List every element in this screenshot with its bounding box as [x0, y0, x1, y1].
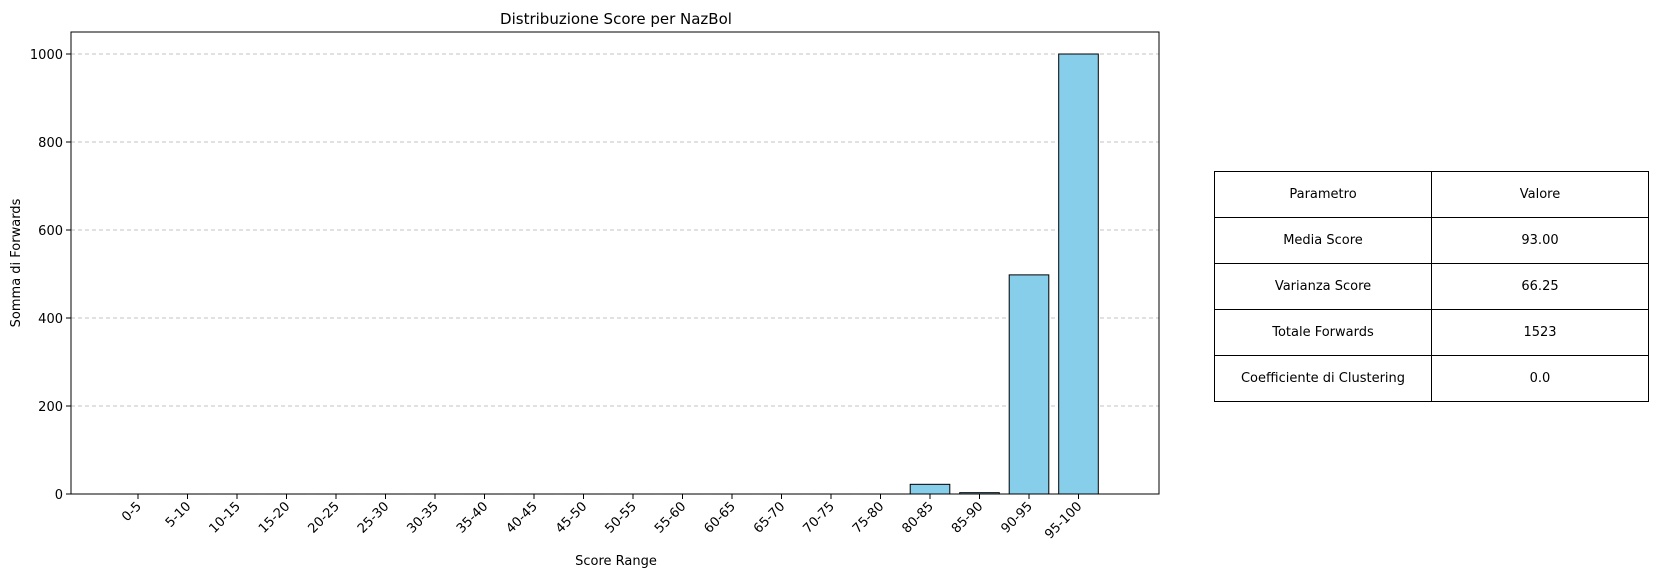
table-header-cell: Parametro — [1214, 171, 1432, 218]
y-axis-ticks: 0 200 400 600 800 1000 — [30, 48, 71, 503]
table-row: Varianza Score 66.25 — [1214, 263, 1649, 310]
table-cell-value: 0.0 — [1431, 355, 1649, 402]
y-tick-label: 800 — [38, 136, 63, 151]
bar — [1008, 274, 1050, 495]
x-tick-label: 5-10 — [163, 499, 194, 530]
table-row: Media Score 93.00 — [1214, 217, 1649, 264]
table-cell-value: 1523 — [1431, 309, 1649, 356]
chart-title: Distribuzione Score per NazBol — [500, 10, 732, 28]
x-tick-label: 95-100 — [1042, 499, 1085, 542]
x-tick-label: 25-30 — [355, 499, 392, 536]
x-tick-label: 45-50 — [553, 499, 590, 536]
table-row: Totale Forwards 1523 — [1214, 309, 1649, 356]
y-tick-label: 600 — [38, 224, 63, 239]
x-tick-label: 55-60 — [652, 499, 689, 536]
x-tick-label: 80-85 — [900, 499, 937, 536]
table-cell-parameter: Coefficiente di Clustering — [1214, 355, 1432, 402]
x-axis-ticks: 0-5 5-10 10-15 15-20 20-25 25-30 30-35 35-40 40-… — [119, 494, 1085, 542]
table-cell-value: 66.25 — [1431, 263, 1649, 310]
table-cell-parameter: Varianza Score — [1214, 263, 1432, 310]
x-tick-label: 20-25 — [306, 499, 343, 536]
x-tick-label: 85-90 — [949, 499, 986, 536]
x-tick-label: 0-5 — [119, 499, 145, 525]
x-tick-label: 75-80 — [850, 499, 887, 536]
table-header-cell: Valore — [1431, 171, 1649, 218]
table-cell-parameter: Totale Forwards — [1214, 309, 1432, 356]
table-cell-parameter: Media Score — [1214, 217, 1432, 264]
table-header-row: Parametro Valore — [1214, 171, 1649, 218]
x-tick-label: 70-75 — [801, 499, 838, 536]
grid-lines — [71, 53, 1159, 407]
y-tick-label: 200 — [38, 400, 63, 415]
y-axis-label: Somma di Forwards — [9, 198, 24, 327]
y-tick-label: 1000 — [30, 48, 63, 63]
x-tick-label: 90-95 — [999, 499, 1036, 536]
table-row: Coefficiente di Clustering 0.0 — [1214, 355, 1649, 402]
x-tick-label: 40-45 — [504, 499, 541, 536]
x-tick-label: 65-70 — [751, 499, 788, 536]
x-tick-label: 10-15 — [207, 499, 244, 536]
y-tick-label: 400 — [38, 312, 63, 327]
x-axis-label: Score Range — [575, 554, 657, 569]
x-tick-label: 50-55 — [603, 499, 640, 536]
x-tick-label: 35-40 — [454, 499, 491, 536]
x-tick-label: 15-20 — [256, 499, 293, 536]
plot-frame — [70, 31, 1160, 495]
x-tick-label: 60-65 — [702, 499, 739, 536]
bar — [909, 483, 951, 495]
bar — [1058, 53, 1099, 495]
table-cell-value: 93.00 — [1431, 217, 1649, 264]
y-tick-label: 0 — [55, 488, 63, 503]
stats-table: Parametro Valore Media Score 93.00 Varia… — [1214, 171, 1649, 402]
bars — [117, 53, 1099, 495]
x-tick-label: 30-35 — [405, 499, 442, 536]
